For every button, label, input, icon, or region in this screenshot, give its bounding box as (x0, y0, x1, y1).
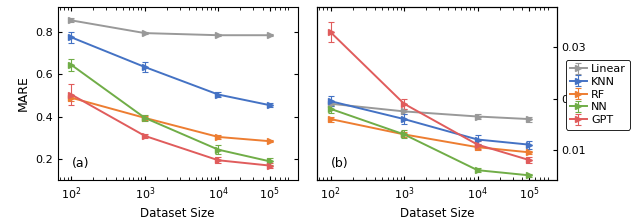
X-axis label: Dataset Size: Dataset Size (140, 207, 215, 220)
X-axis label: Dataset Size: Dataset Size (399, 207, 474, 220)
Legend: Linear, KNN, RF, NN, GPT: Linear, KNN, RF, NN, GPT (566, 60, 630, 130)
Y-axis label: MARE: MARE (17, 75, 29, 112)
Y-axis label: MSE: MSE (592, 80, 605, 107)
Text: (a): (a) (72, 157, 90, 170)
Text: (b): (b) (332, 157, 349, 170)
